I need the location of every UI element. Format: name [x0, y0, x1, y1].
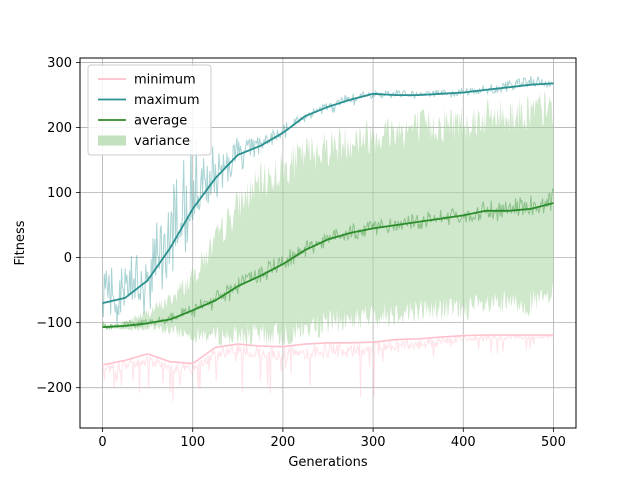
- y-axis-label: Fitness: [13, 220, 28, 265]
- legend-box: [87, 64, 212, 156]
- y-tick-label: −200: [36, 381, 72, 396]
- legend: minimum maximum average variance: [87, 64, 212, 156]
- legend-label-average: average: [134, 114, 187, 129]
- y-tick-label: 100: [47, 186, 72, 201]
- minimum-line: [102, 334, 554, 366]
- x-tick-label: 0: [98, 435, 106, 450]
- minimum-raw-trace: [102, 333, 554, 402]
- legend-swatch-variance: [98, 135, 126, 146]
- legend-label-variance: variance: [134, 134, 190, 149]
- average-raw-trace: [102, 188, 554, 331]
- y-tick-label: 300: [47, 56, 72, 71]
- y-tick-label: 200: [47, 121, 72, 136]
- y-tick-label: −100: [36, 316, 72, 331]
- axes-frame: [79, 57, 577, 429]
- ticks: 0 100 200 300 400 500 −200 −100 0 100 200 300: [36, 56, 566, 450]
- x-tick-label: 100: [180, 435, 205, 450]
- average-line: [102, 202, 554, 329]
- x-tick-label: 500: [541, 435, 566, 450]
- y-tick-label: 0: [64, 251, 72, 266]
- variance-band: [102, 91, 554, 348]
- legend-label-maximum: maximum: [134, 93, 200, 108]
- x-tick-label: 400: [451, 435, 476, 450]
- x-tick-label: 300: [361, 435, 386, 450]
- x-axis-label: Generations: [288, 455, 368, 470]
- legend-label-minimum: minimum: [134, 73, 196, 88]
- maximum-line: [102, 82, 554, 304]
- x-tick-label: 200: [270, 435, 295, 450]
- series-layer: [102, 76, 554, 402]
